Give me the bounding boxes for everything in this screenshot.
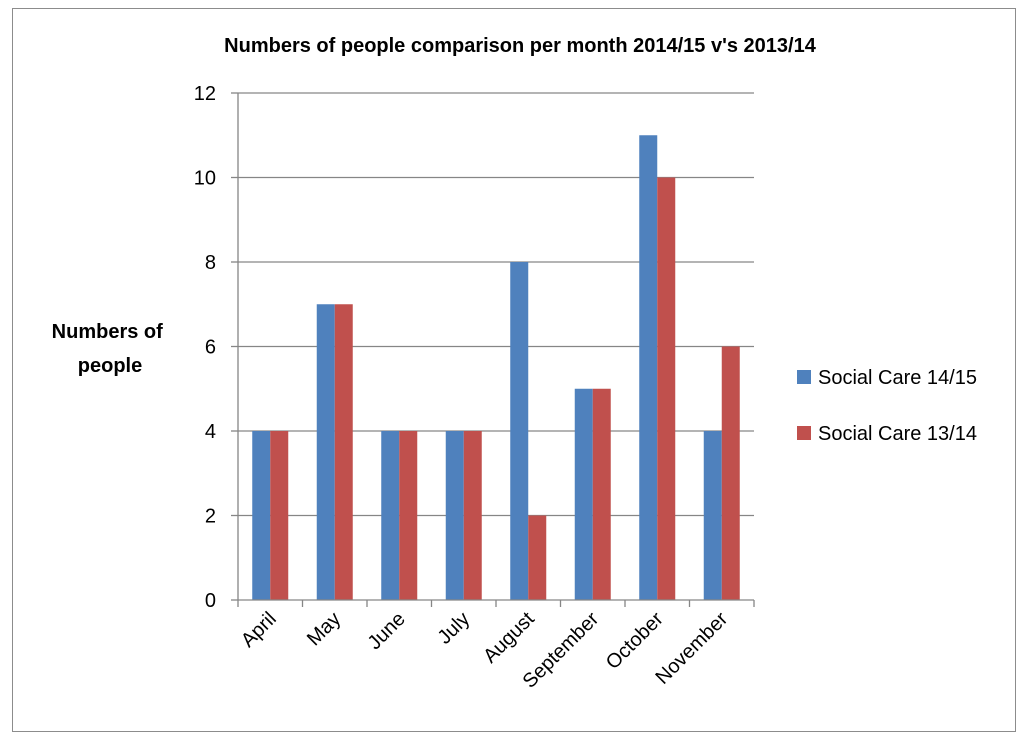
- x-tick-label-august: August: [479, 608, 539, 668]
- y-tick-labels: 0 2 4 6 8 10 12: [194, 83, 216, 612]
- axes: [231, 92, 755, 607]
- bar-social-care-14-15-june: [381, 431, 400, 600]
- bar-social-care-14-15-september: [574, 388, 593, 600]
- bar-social-care-14-15-november: [703, 431, 722, 600]
- bar-social-care-13-14-september: [592, 388, 611, 600]
- bar-social-care-14-15-april: [252, 431, 271, 600]
- y-axis-label: Numbers of people: [52, 321, 169, 377]
- y-tick-label: 8: [205, 252, 216, 274]
- legend-label-social-care-14-15: Social Care 14/15: [818, 367, 977, 389]
- bar-social-care-14-15-august: [510, 262, 529, 600]
- y-tick-label: 10: [194, 168, 216, 190]
- x-tick-label-october: October: [602, 608, 668, 674]
- legend-swatch-social-care-13-14: [797, 426, 811, 440]
- legend: Social Care 14/15 Social Care 13/14: [797, 367, 977, 445]
- bar-social-care-13-14-june: [399, 431, 418, 600]
- y-tick-label: 6: [205, 337, 216, 359]
- y-axis-label-line-2: people: [78, 355, 142, 377]
- bar-social-care-13-14-november: [721, 346, 740, 600]
- bar-social-care-13-14-may: [334, 304, 353, 600]
- x-tick-label-june: June: [364, 608, 410, 654]
- bar-social-care-13-14-july: [463, 431, 482, 600]
- gridlines: [238, 92, 754, 517]
- x-tick-label-may: May: [303, 608, 345, 650]
- bar-social-care-13-14-april: [270, 431, 289, 600]
- y-axis-label-line-1: Numbers of: [52, 321, 163, 343]
- bars: [252, 135, 740, 600]
- bar-social-care-14-15-october: [639, 135, 658, 600]
- legend-swatch-social-care-14-15: [797, 370, 811, 384]
- bar-social-care-14-15-may: [316, 304, 335, 600]
- chart-title: Numbers of people comparison per month 2…: [224, 35, 817, 57]
- y-tick-label: 12: [194, 83, 216, 105]
- x-tick-label-july: July: [434, 608, 475, 649]
- y-tick-label: 0: [205, 590, 216, 612]
- y-tick-label: 2: [205, 506, 216, 528]
- bar-social-care-13-14-august: [528, 515, 547, 600]
- y-tick-label: 4: [205, 421, 216, 443]
- bar-social-care-13-14-october: [657, 177, 676, 600]
- x-tick-label-april: April: [237, 608, 281, 652]
- bar-social-care-14-15-july: [445, 431, 464, 600]
- x-tick-labels: April May June July AugustSeptemberOctoberNo…: [237, 608, 733, 693]
- legend-label-social-care-13-14: Social Care 13/14: [818, 423, 977, 445]
